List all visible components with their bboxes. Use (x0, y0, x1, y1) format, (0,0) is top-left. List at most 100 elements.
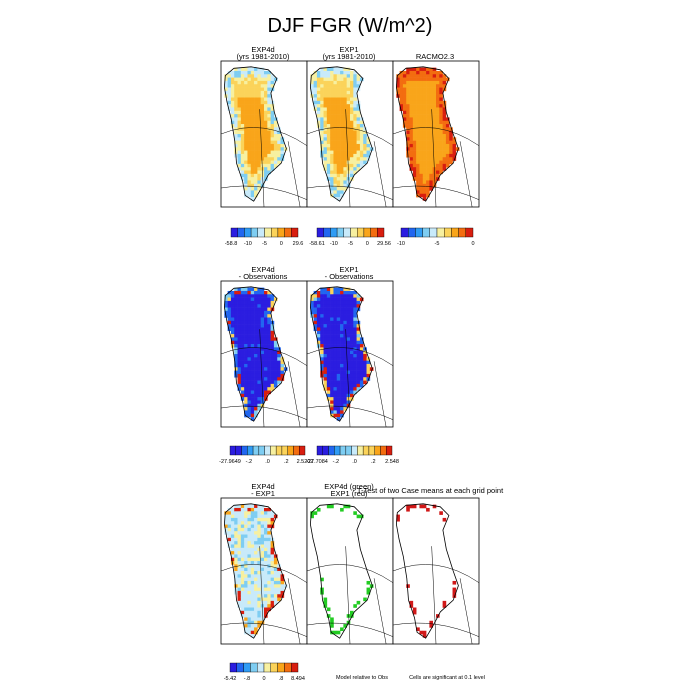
grid-cell (439, 114, 443, 118)
grid-cell (330, 617, 334, 622)
grid-cell (237, 153, 242, 158)
grid-cell (340, 287, 344, 292)
grid-cell (419, 140, 424, 145)
grid-cell (323, 350, 328, 355)
grid-cell (333, 324, 338, 328)
grid-cell (240, 597, 245, 602)
grid-cell (267, 574, 271, 578)
grid-cell (426, 84, 430, 88)
grid-cell (333, 147, 338, 151)
grid-cell (320, 110, 324, 115)
panel-title-diff: EXP4d (251, 482, 274, 491)
grid-cell (244, 114, 248, 118)
grid-cell (234, 577, 238, 582)
grid-cell (422, 190, 427, 195)
grid-cell (402, 87, 407, 92)
grid-cell (359, 357, 364, 361)
grid-cell (264, 143, 268, 148)
grid-cell (247, 617, 252, 622)
grid-cell (270, 380, 275, 385)
grid-cell (267, 554, 271, 559)
colorbar-tick-label: -27.7084 (306, 459, 328, 465)
colorbar-swatch (415, 227, 423, 238)
grid-cell (257, 294, 261, 298)
grid-cell (227, 97, 232, 102)
grid-cell (353, 373, 357, 378)
grid-cell (343, 97, 347, 102)
colorbar-tick-label: -27.9649 (219, 459, 241, 465)
grid-cell (257, 140, 261, 145)
grid-cell (320, 100, 324, 105)
grid-cell (257, 340, 261, 345)
grid-cell (416, 153, 420, 158)
grid-cell (333, 134, 338, 138)
grid-cell (432, 104, 437, 108)
grid-cell (273, 363, 278, 368)
grid-cell (230, 314, 235, 318)
grid-cell (244, 604, 248, 608)
grid-cell (247, 330, 252, 335)
grid-cell (330, 70, 334, 75)
grid-cell (257, 620, 261, 625)
grid-cell (273, 580, 278, 585)
grid-cell (250, 107, 255, 112)
grid-cell (247, 574, 252, 578)
grid-cell (336, 177, 341, 181)
grid-cell (273, 143, 278, 148)
grid-cell (356, 167, 361, 171)
grid-cell (340, 337, 344, 342)
grid-cell (247, 143, 252, 148)
grid-cell (439, 130, 443, 135)
grid-cell (333, 150, 338, 155)
grid-cell (330, 294, 334, 298)
grid-cell (234, 537, 238, 542)
grid-cell (247, 347, 252, 351)
parallel-line (220, 405, 308, 420)
grid-cell (247, 577, 252, 582)
grid-cell (260, 580, 265, 585)
grid-cell (257, 290, 261, 295)
grid-cell (283, 367, 288, 371)
grid-cell (326, 334, 331, 338)
grid-cell (267, 107, 271, 112)
grid-cell (240, 317, 245, 322)
grid-cell (267, 594, 271, 598)
grid-cell (244, 524, 248, 529)
grid-cell (234, 130, 238, 135)
grid-cell (346, 344, 351, 348)
grid-cell (313, 324, 318, 328)
grid-cell (250, 190, 255, 195)
grid-cell (429, 80, 433, 85)
grid-cell (240, 117, 245, 122)
grid-cell (340, 324, 344, 328)
grid-cell (452, 590, 457, 595)
grid-cell (320, 294, 324, 298)
grid-cell (346, 153, 351, 158)
grid-cell (244, 327, 248, 332)
grid-cell (316, 97, 321, 102)
grid-cell (250, 120, 255, 125)
grid-cell (260, 177, 265, 181)
grid-cell (353, 370, 357, 375)
grid-cell (366, 137, 371, 141)
grid-cell (240, 541, 245, 545)
grid-cell (343, 173, 347, 178)
grid-cell (264, 124, 268, 128)
grid-cell (260, 614, 265, 618)
grid-cell (356, 387, 361, 391)
colorbar-swatch (343, 227, 351, 238)
grid-cell (333, 387, 338, 391)
grid-cell (439, 137, 443, 141)
grid-cell (432, 100, 437, 105)
grid-cell (350, 153, 354, 158)
grid-cell (257, 407, 261, 411)
grid-cell (254, 564, 258, 568)
grid-cell (350, 383, 354, 388)
grid-cell (254, 307, 258, 312)
grid-cell (356, 350, 361, 355)
grid-cell (409, 114, 414, 118)
grid-cell (330, 134, 334, 138)
grid-cell (264, 87, 268, 92)
grid-cell (257, 567, 261, 572)
grid-cell (247, 587, 252, 592)
